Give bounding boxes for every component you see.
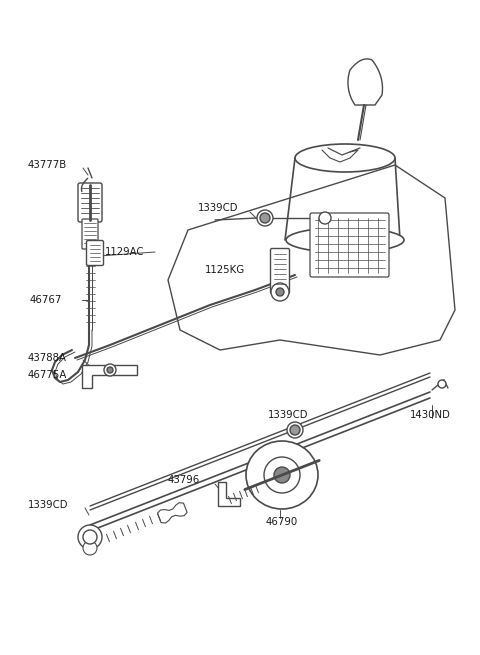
- Circle shape: [107, 367, 113, 373]
- Circle shape: [264, 457, 300, 493]
- Circle shape: [276, 288, 284, 296]
- Circle shape: [287, 422, 303, 438]
- Text: 43788A: 43788A: [28, 353, 67, 363]
- PathPatch shape: [348, 59, 383, 105]
- FancyBboxPatch shape: [86, 240, 104, 265]
- Polygon shape: [218, 482, 240, 506]
- Text: 1339CD: 1339CD: [28, 500, 69, 510]
- FancyBboxPatch shape: [310, 213, 389, 277]
- Polygon shape: [157, 503, 187, 523]
- Text: 46790: 46790: [266, 517, 298, 527]
- Circle shape: [319, 212, 331, 224]
- Circle shape: [438, 380, 446, 388]
- FancyBboxPatch shape: [82, 219, 98, 249]
- Text: 43777B: 43777B: [28, 160, 67, 170]
- Text: 46767: 46767: [30, 295, 62, 305]
- Circle shape: [83, 541, 97, 555]
- Text: 46775A: 46775A: [28, 370, 67, 380]
- Circle shape: [290, 425, 300, 435]
- Ellipse shape: [295, 144, 395, 172]
- Polygon shape: [168, 165, 455, 355]
- Circle shape: [274, 467, 290, 483]
- Circle shape: [257, 210, 273, 226]
- Circle shape: [104, 364, 116, 376]
- Polygon shape: [82, 365, 137, 388]
- Text: 1129AC: 1129AC: [105, 247, 144, 257]
- Text: 1125KG: 1125KG: [205, 265, 245, 275]
- Ellipse shape: [286, 227, 404, 252]
- Circle shape: [271, 283, 289, 301]
- Text: 43796: 43796: [168, 475, 200, 485]
- Circle shape: [260, 213, 270, 223]
- FancyBboxPatch shape: [271, 248, 289, 293]
- Text: 1339CD: 1339CD: [198, 203, 239, 213]
- Circle shape: [78, 525, 102, 549]
- FancyBboxPatch shape: [78, 183, 102, 222]
- Circle shape: [83, 530, 97, 544]
- Text: 1430ND: 1430ND: [410, 410, 451, 420]
- Ellipse shape: [246, 441, 318, 509]
- Text: 1339CD: 1339CD: [268, 410, 309, 420]
